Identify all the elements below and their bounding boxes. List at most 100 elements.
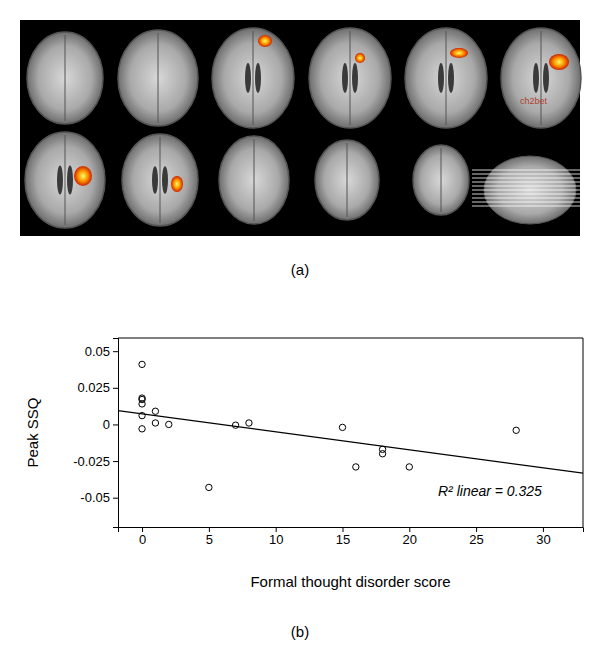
y-tick-label: -0.05 (80, 490, 110, 505)
ventricle (162, 166, 168, 194)
point (152, 420, 158, 426)
plot-area (118, 361, 583, 490)
point (139, 361, 145, 367)
image-label: ch2bet (520, 96, 548, 106)
brain (405, 28, 487, 128)
frame (583, 338, 584, 527)
midline (65, 35, 66, 121)
brain (212, 28, 294, 128)
activation (355, 53, 365, 63)
activation (171, 176, 183, 192)
ventricle (245, 63, 251, 93)
y-tick-mark (113, 498, 118, 499)
panel-b: 051015202530-0.05-0.02500.0250.05Formal … (24, 338, 584, 590)
midline (347, 143, 348, 217)
x-tick-label: 25 (469, 532, 483, 547)
y-tick-mark (113, 424, 118, 425)
midline (65, 135, 66, 225)
x-tick: 25 (469, 527, 483, 547)
ventricle (152, 166, 158, 194)
x-tick-label: 20 (403, 532, 417, 547)
slice-line (472, 194, 580, 195)
point (206, 484, 212, 490)
midline (350, 31, 351, 125)
y-tick: 0.05 (85, 344, 118, 359)
brain-slice (122, 134, 198, 226)
slice-line (472, 186, 580, 187)
y-tick-mark (113, 388, 118, 389)
brain (118, 30, 198, 126)
ventricle (448, 63, 454, 93)
brain-slice (219, 136, 289, 224)
brain-slice (25, 132, 105, 228)
point (139, 426, 145, 432)
panel-label: (b) (291, 623, 309, 640)
brain-slice (315, 140, 379, 220)
x-tick: 10 (269, 527, 283, 547)
brain-slice (118, 30, 198, 126)
panel-a: ch2bet (20, 20, 581, 236)
x-axis: 0 5 10 15 20 25 30 (119, 527, 584, 547)
brain (219, 136, 289, 224)
fit-line (118, 411, 583, 474)
midline (160, 137, 161, 223)
ventricle (255, 63, 261, 93)
x-tick: 0 (139, 527, 146, 547)
x-tick-label: 15 (336, 532, 350, 547)
x-tick-label: 30 (536, 532, 550, 547)
y-axis-line (113, 339, 119, 528)
image-background (20, 20, 580, 236)
midline (541, 31, 542, 125)
point (353, 464, 359, 470)
x-tick: 20 (403, 527, 417, 547)
activation (549, 54, 569, 70)
brain (501, 28, 581, 128)
x-tick: 30 (536, 527, 550, 547)
brain-slice (309, 28, 391, 128)
slice-line (472, 206, 580, 207)
x-tick-label: 10 (269, 532, 283, 547)
brain-slice (27, 32, 103, 124)
ventricle (67, 166, 73, 195)
activation (258, 35, 272, 47)
brain-slice (413, 145, 469, 215)
point (139, 401, 145, 407)
point (232, 422, 238, 428)
slice-line (472, 190, 580, 191)
point (406, 464, 412, 470)
x-tick: 15 (336, 527, 350, 547)
ventricle (342, 63, 348, 93)
brain-slice (405, 28, 487, 128)
ventricle (533, 63, 539, 93)
y-tick: -0.05 (80, 490, 118, 505)
slice-line (472, 170, 580, 171)
midline (446, 31, 447, 125)
figure: ch2bet(a)051015202530-0.05-0.02500.0250.… (0, 0, 600, 657)
y-tick-mark (113, 351, 118, 352)
activation (450, 48, 468, 58)
brain (25, 132, 105, 228)
x-tick: 5 (206, 527, 213, 547)
slice-line (472, 182, 580, 183)
point (339, 424, 345, 430)
slice-line (472, 198, 580, 199)
point (166, 421, 172, 427)
sagittal-view (472, 156, 580, 224)
y-tick-label: -0.025 (73, 454, 110, 469)
y-tick-label: 0 (103, 417, 110, 432)
y-tick: 0.025 (77, 380, 118, 395)
x-tick-label: 0 (139, 532, 146, 547)
brain (309, 28, 391, 128)
midline (254, 139, 255, 221)
brain (413, 145, 469, 215)
brain-slice (501, 28, 581, 128)
y-tick-label: 0.025 (77, 380, 110, 395)
ventricle (543, 63, 549, 93)
activation (74, 166, 92, 186)
point (246, 420, 252, 426)
midline (253, 31, 254, 125)
brain (315, 140, 379, 220)
slice-line (472, 174, 580, 175)
y-tick: 0 (103, 417, 118, 432)
y-axis: -0.05 -0.025 0 0.025 0.05 (73, 339, 118, 528)
